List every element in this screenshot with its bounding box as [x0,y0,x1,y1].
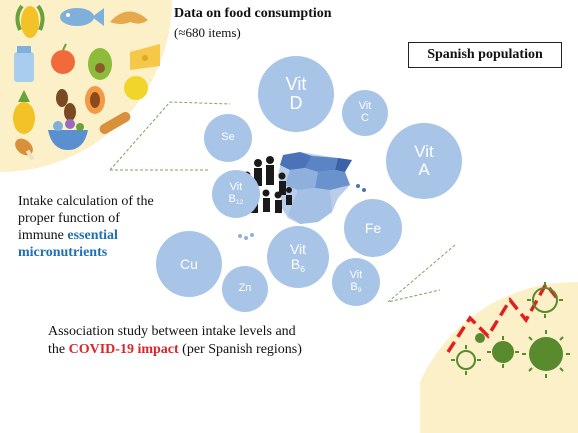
food-background [0,0,172,172]
intake-highlight1: essential [67,228,118,243]
bubble-vit-c-sub: C [361,112,369,124]
intake-line3: immune [18,228,64,243]
intake-line1: Intake calculation of the [18,194,154,209]
bubble-vit-b6-label: Vit [289,241,307,258]
bubble-vit-b9: Vit B9 [332,258,380,306]
assoc-highlight: COVID-19 impact [68,342,179,357]
bubble-vit-b12: Vit B12 [212,170,260,218]
bubble-vit-c: Vit C [342,90,388,136]
bread-icon [99,112,131,134]
intake-line2: proper function of [18,211,120,226]
spain-map-icon [238,152,366,240]
association-text: Association study between intake levels … [48,323,348,359]
bubble-zn-label: Zn [238,282,252,295]
milk-icon [14,46,34,82]
bowl-icon [48,119,88,150]
bubble-vit-b9-label: Vit [349,269,363,282]
virus-spikes [451,282,570,378]
bubble-vit-b12-label: Vit [229,181,243,194]
bubble-vit-b9-num: 9 [357,287,362,295]
bubble-vit-d-sub: D [289,93,303,113]
title: Data on food consumption [174,6,332,21]
intake-text: Intake calculation of the proper functio… [18,193,198,261]
bubble-vit-b6-letter: B [290,256,301,272]
population-label: Spanish population [408,42,562,68]
bubble-vit-b9-letter: B [350,281,358,293]
papaya-icon [85,86,105,114]
lemon-icon [124,76,148,100]
connector-covid [387,244,456,303]
bubble-vit-a-label: Vit [414,142,434,162]
bubble-vit-b12-num: 12 [235,199,244,207]
bubble-vit-b6: Vit B6 [267,226,329,288]
bubble-vit-d: Vit D [258,56,334,132]
assoc-prefix: the [48,342,66,357]
pineapple-icon [13,90,35,134]
bubble-vit-c-label: Vit [358,100,372,113]
bubble-zn: Zn [222,266,268,312]
chicken-leg-icon [15,138,35,161]
bubble-se-label: Se [221,131,235,144]
intake-highlight2: micronutrients [18,245,108,260]
bubble-vit-b12-letter: B [228,193,236,205]
bubble-vit-a: Vit A [386,123,462,199]
virus-icon [456,287,563,371]
assoc-line1: Association study between intake levels … [48,324,296,339]
bubble-fe: Fe [344,199,402,257]
bubble-cu-label: Cu [180,255,198,272]
bubble-cu: Cu [156,231,222,297]
avocado-icon [88,48,112,80]
cheese-icon [130,44,160,70]
subtitle: (≈680 items) [174,25,241,40]
corn-icon [15,4,45,38]
bubble-se: Se [204,114,252,162]
assoc-suffix: (per Spanish regions) [182,342,302,357]
bubble-vit-b6-num: 6 [300,264,306,275]
coffee-beans-icon [56,89,76,121]
bubble-vit-d-label: Vit [285,74,307,95]
covid-trend-line [446,280,562,353]
apple-icon [51,43,75,74]
fish-icon [60,8,104,26]
croissant-icon [110,11,148,24]
bubble-vit-a-sub: A [418,160,430,179]
connector-food [109,101,231,171]
bubble-fe-label: Fe [364,219,382,236]
